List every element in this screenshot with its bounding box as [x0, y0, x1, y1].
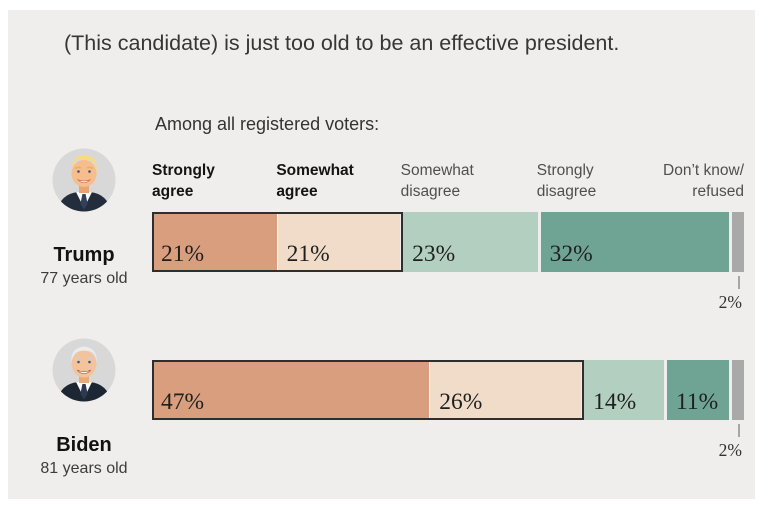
biden-segment-strongly-agree: 47% [152, 360, 431, 420]
trump-somewhat-agree-value: 21% [286, 241, 330, 267]
trump-name: Trump [53, 244, 115, 266]
column-header-somewhat-agree: Somewhat agree [276, 162, 354, 200]
biden-name: Biden [56, 434, 112, 456]
trump-dont-know-tick [738, 276, 740, 289]
column-header-dont-know-refused: Don’t know/ refused [663, 162, 744, 200]
trump-dont-know-value: 2% [718, 292, 742, 312]
biden-dont-know-tick [738, 424, 740, 437]
biden-segment-somewhat-disagree: 14% [584, 360, 668, 420]
biden-strongly-agree-value: 47% [161, 389, 205, 415]
biden-portrait-icon [52, 338, 116, 402]
trump-strongly-disagree-value: 32% [549, 241, 593, 267]
trump-segment-dont-know [732, 212, 744, 272]
trump-avatar [52, 148, 116, 212]
trump-segment-somewhat-agree: 21% [277, 212, 404, 272]
column-headers: Strongly agree Somewhat agree Somewhat d… [152, 160, 744, 206]
column-header-strongly-disagree: Strongly disagree [536, 162, 597, 200]
trump-segment-strongly-disagree: 32% [540, 212, 732, 272]
trump-bar: 21% 21% 23% 32% 2% [152, 212, 744, 312]
column-header-somewhat-disagree: Somewhat disagree [400, 162, 474, 200]
trump-strongly-agree-value: 21% [161, 241, 205, 267]
chart-subtitle: Among all registered voters: [155, 114, 380, 134]
biden-strongly-disagree-value: 11% [676, 389, 719, 415]
biden-segment-dont-know [732, 360, 744, 420]
biden-segment-somewhat-agree: 26% [430, 360, 585, 420]
column-header-strongly-agree: Strongly agree [152, 162, 215, 200]
trump-age: 77 years old [40, 270, 128, 287]
biden-dont-know-value: 2% [718, 440, 742, 460]
biden-bar: 47% 26% 14% 11% 2% [152, 360, 744, 460]
biden-age: 81 years old [40, 460, 128, 477]
biden-avatar [52, 338, 116, 402]
biden-somewhat-agree-value: 26% [439, 389, 483, 415]
biden-segment-strongly-disagree: 11% [667, 360, 733, 420]
trump-somewhat-disagree-value: 23% [412, 241, 456, 267]
biden-somewhat-disagree-value: 14% [593, 389, 637, 415]
trump-portrait-icon [52, 148, 116, 212]
chart-title: (This candidate) is just too old to be a… [64, 31, 620, 55]
trump-segment-somewhat-disagree: 23% [403, 212, 541, 272]
trump-segment-strongly-agree: 21% [152, 212, 278, 272]
